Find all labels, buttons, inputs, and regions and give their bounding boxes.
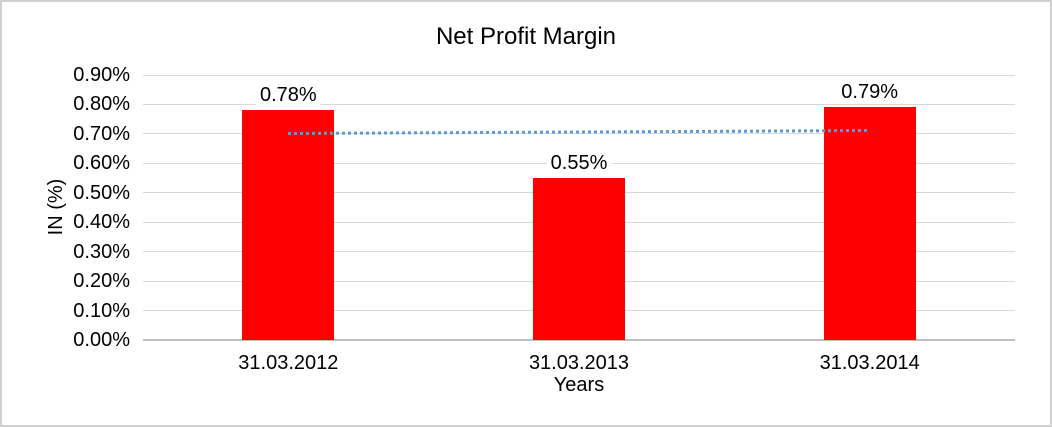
y-tick-label: 0.70% (73, 122, 130, 145)
y-tick-label: 0.30% (73, 240, 130, 263)
y-tick-label: 0.60% (73, 152, 130, 175)
gridline (143, 75, 1015, 76)
bar-value-label: 0.79% (837, 80, 903, 105)
bar-value-label: 0.78% (255, 83, 321, 108)
chart-title: Net Profit Margin (435, 23, 617, 50)
x-category-label: 31.03.2014 (819, 352, 920, 374)
x-axis-title: Years (553, 374, 605, 396)
y-tick-label: 0.90% (73, 64, 130, 86)
y-tick-label: 0.80% (73, 93, 130, 116)
y-tick-label: 0.40% (73, 211, 130, 234)
y-tick-label: 0.50% (73, 181, 130, 204)
plot-area: 0.78% 0.55% 0.79% (143, 75, 1015, 341)
bar (823, 107, 916, 340)
y-tick-label: 0.20% (73, 270, 130, 293)
x-category-label: 31.03.2013 (528, 352, 630, 374)
bar (533, 178, 625, 340)
y-tick-label: 0.10% (73, 299, 130, 322)
bar-value-label: 0.55% (546, 151, 612, 176)
y-tick-label: 0.00% (73, 329, 130, 351)
gridline (143, 103, 1015, 105)
x-axis-line (143, 339, 1015, 341)
trendline (288, 129, 870, 136)
x-category-label: 31.03.2012 (238, 352, 339, 374)
bar (242, 110, 335, 340)
gridline (143, 133, 1015, 135)
